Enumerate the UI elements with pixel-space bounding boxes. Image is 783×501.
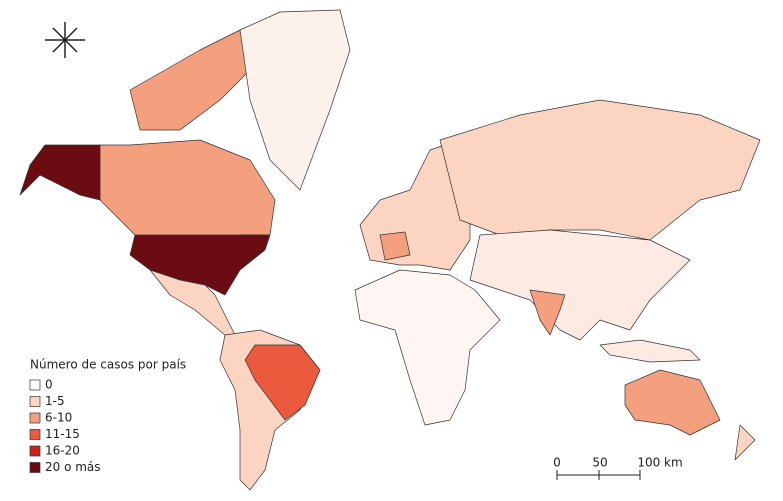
legend-swatch [29,429,41,440]
france [379,231,411,261]
legend-label: 16-20 [45,444,80,458]
canada [99,139,276,241]
arctic-islands [129,29,251,131]
legend-swatch [29,445,41,457]
scale-bar: 0 50 100 km [553,456,683,480]
legend-swatch [29,379,41,391]
indonesia [599,339,701,363]
legend-label: 6-10 [45,411,72,425]
legend-label: 20 o más [45,460,101,474]
greenland [239,9,351,191]
india [529,289,566,336]
scale-label: 50 [592,456,607,470]
legend-label: 11-15 [45,427,80,441]
legend-swatch [29,412,41,424]
usa [129,234,271,296]
compass-line [52,27,78,53]
russia [439,99,761,241]
legend: Número de casos por país 0 1-5 6-10 11-15 16… [29,358,186,474]
alaska [19,144,101,201]
legend-label: 0 [45,378,53,392]
africa [354,269,501,426]
brazil [244,344,321,421]
asia [469,229,691,341]
legend-swatch [29,396,41,407]
legend-title: Número de casos por país [30,358,186,372]
legend-label: 1-5 [45,394,65,408]
compass [45,22,85,58]
countries [19,9,761,491]
scale-label: 0 [553,456,561,470]
scale-label: 100 km [637,456,682,470]
australia [624,369,721,436]
new-zealand [734,424,756,461]
legend-swatch [29,462,41,473]
